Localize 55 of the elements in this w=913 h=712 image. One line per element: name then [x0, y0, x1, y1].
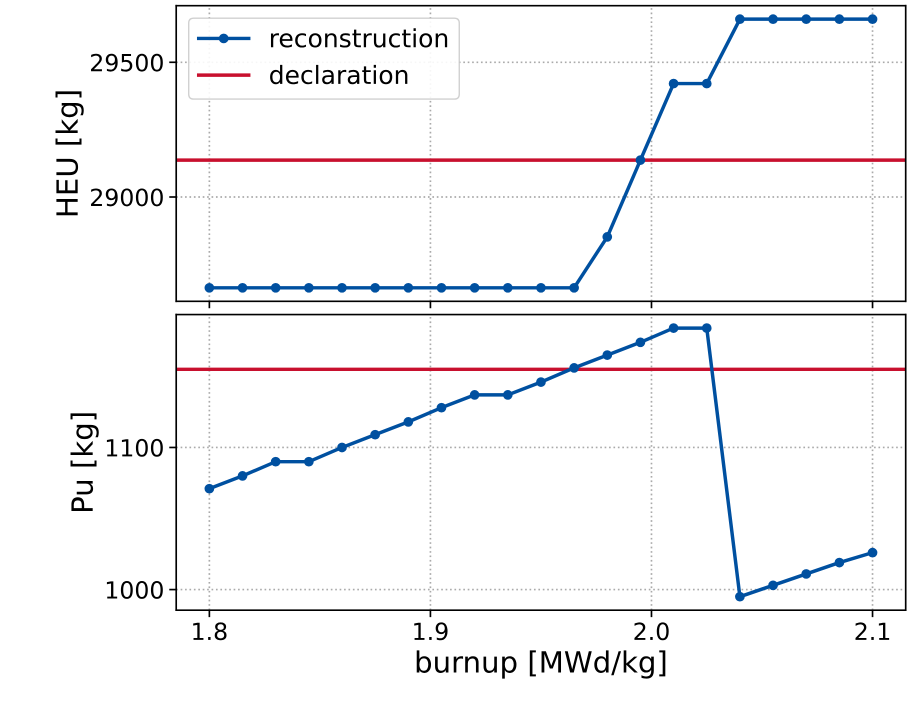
point: [370, 430, 380, 440]
point: [801, 569, 812, 579]
point: [768, 14, 778, 24]
point: [868, 14, 878, 24]
y-tick-label: 1100: [106, 438, 163, 457]
y-tick-label: 29000: [91, 188, 163, 206]
point: [270, 456, 281, 467]
point: [536, 377, 546, 387]
legend-label: declaration: [270, 64, 408, 84]
x-axis-title: burnup [MWd/kg]: [416, 650, 666, 679]
point: [702, 323, 712, 333]
point: [834, 14, 844, 24]
point: [370, 282, 380, 293]
point: [668, 78, 678, 88]
point: [602, 232, 612, 242]
point: [403, 282, 414, 293]
point: [536, 282, 546, 293]
point: [436, 282, 446, 293]
point: [735, 592, 745, 602]
point: [304, 282, 314, 293]
x-tick-label: 2.1: [855, 622, 890, 640]
x-tick-label: 1.9: [414, 622, 448, 640]
point: [470, 390, 480, 400]
point: [801, 14, 812, 24]
point: [768, 580, 778, 590]
point: [668, 323, 678, 333]
point: [834, 558, 844, 568]
point: [602, 350, 612, 360]
legend-label: reconstruction: [270, 28, 448, 48]
x-tick-label: 1.8: [193, 622, 227, 640]
point: [702, 78, 712, 88]
point: [238, 282, 248, 293]
point: [470, 282, 480, 293]
point: [636, 155, 646, 165]
point: [304, 456, 314, 467]
point: [735, 14, 745, 24]
point: [569, 363, 579, 373]
y-tick-label: 29500: [91, 54, 163, 72]
point: [636, 337, 646, 348]
y-tick-label: 1000: [106, 581, 163, 599]
point: [270, 282, 281, 293]
x-tick-label: 2.0: [634, 622, 669, 640]
y-axis-title: HEU [kg]: [56, 91, 84, 216]
point: [502, 282, 513, 293]
point: [868, 548, 878, 558]
y-axis-title: Pu [kg]: [70, 413, 99, 512]
point: [204, 484, 214, 494]
point: [337, 442, 347, 452]
point: [569, 282, 579, 293]
point: [436, 402, 446, 413]
point: [337, 282, 347, 293]
point: [238, 471, 248, 481]
point: [502, 390, 513, 400]
point: [204, 282, 214, 293]
point: [403, 417, 414, 427]
